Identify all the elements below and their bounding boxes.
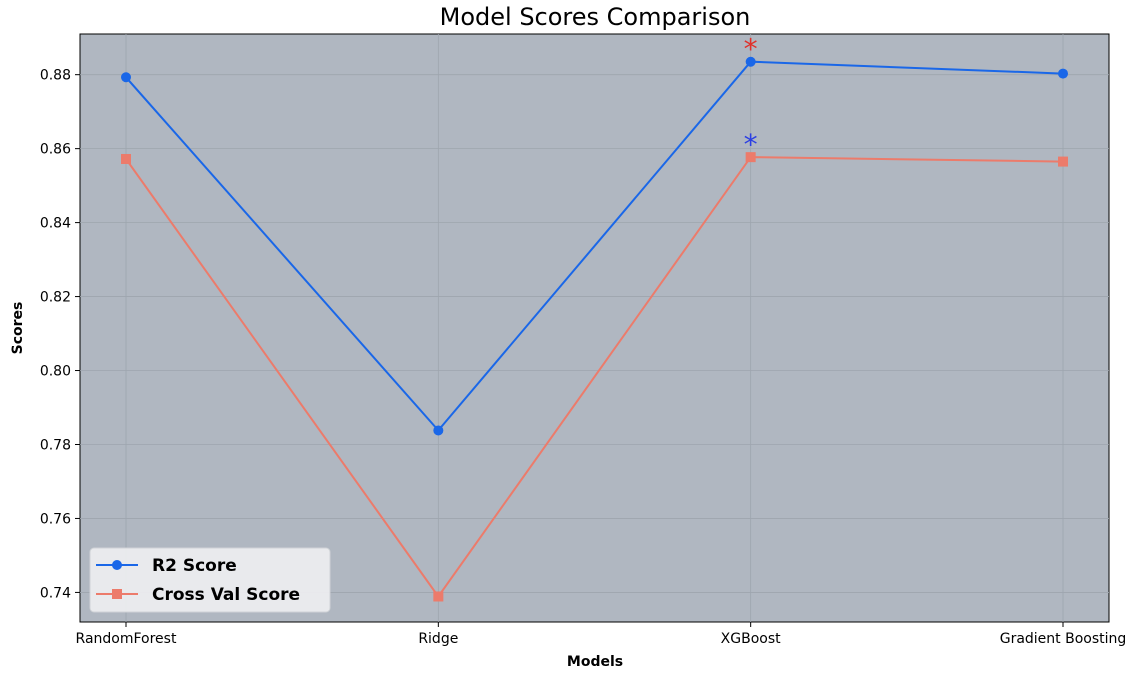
y-tick-label: 0.80 — [40, 364, 71, 380]
data-point — [745, 56, 756, 67]
data-point — [1058, 68, 1068, 79]
y-tick-label: 0.74 — [40, 585, 71, 601]
legend-label: R2 Score — [152, 556, 237, 576]
x-tick-label: RandomForest — [76, 631, 177, 647]
data-point — [433, 591, 444, 602]
x-tick-label: Ridge — [418, 631, 458, 647]
series-layer — [121, 56, 1068, 602]
legend-box — [89, 547, 331, 613]
grid-lines — [80, 34, 1109, 622]
legend-label: Cross Val Score — [152, 585, 300, 605]
x-axis-title: Models — [567, 654, 623, 670]
x-tick-label: XGBoost — [721, 631, 781, 647]
plot-area — [79, 33, 1110, 623]
y-tick-label: 0.84 — [40, 216, 71, 232]
series-line-r2-score — [125, 60, 1064, 432]
y-tick-label: 0.86 — [40, 142, 71, 158]
y-tick-label: 0.82 — [40, 290, 71, 306]
y-axis: 0.74 0.76 0.78 0.80 0.82 0.84 0.86 0.88 — [40, 68, 80, 601]
legend: R2 Score Cross Val Score — [89, 547, 331, 613]
data-point — [121, 72, 131, 83]
data-point — [433, 425, 444, 436]
legend-marker — [112, 589, 122, 599]
chart-title: Model Scores Comparison — [440, 3, 751, 31]
best-model-star-annotation: * — [744, 128, 758, 161]
series-line-cross-val-score — [125, 156, 1064, 599]
y-tick-label: 0.76 — [40, 511, 71, 527]
legend-marker — [112, 560, 122, 570]
data-point — [745, 152, 756, 163]
best-model-star-annotation: * — [744, 33, 758, 66]
x-tick-label: Gradient Boosting — [1000, 631, 1127, 647]
data-point — [121, 153, 131, 164]
y-tick-label: 0.78 — [40, 437, 71, 453]
x-axis: RandomForest Ridge XGBoost Gradient Boostin… — [76, 622, 1127, 647]
annotation-layer: ** — [744, 33, 758, 161]
y-axis-title: Scores — [10, 302, 26, 355]
y-tick-label: 0.88 — [40, 68, 71, 84]
data-point — [1058, 156, 1068, 167]
